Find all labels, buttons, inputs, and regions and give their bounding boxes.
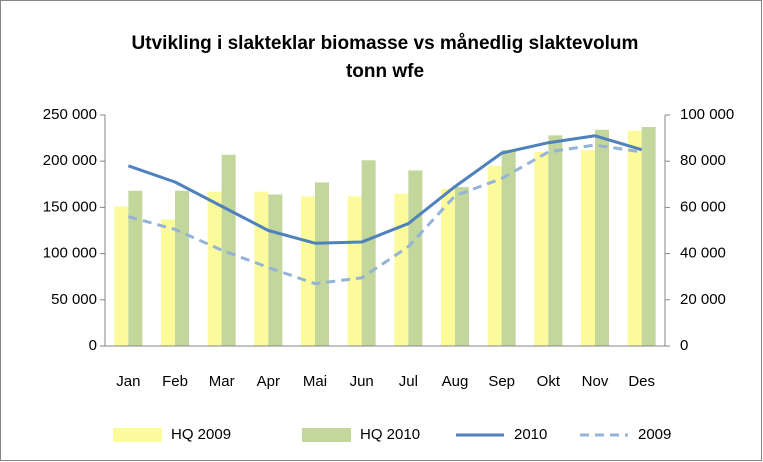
legend-label: HQ 2009 [171, 426, 231, 443]
line-series [127, 143, 642, 286]
bar [114, 206, 129, 346]
bar [455, 187, 469, 346]
y-tick-label: 50 000 [51, 291, 97, 308]
bar [534, 151, 549, 346]
x-tick-label: Nov [582, 373, 609, 390]
x-tick-label: Jun [350, 373, 374, 390]
line-series [127, 134, 643, 245]
y2-tick-label: 40 000 [680, 245, 726, 262]
bar [175, 190, 189, 346]
x-tick-label: Okt [537, 373, 561, 390]
legend-label: HQ 2010 [360, 426, 420, 443]
x-tick-label: Des [628, 373, 655, 390]
bar [207, 191, 222, 346]
bar [595, 129, 609, 346]
legend-label: 2009 [638, 426, 671, 443]
bar [161, 219, 175, 346]
x-tick-label: Sep [488, 373, 515, 390]
y2-tick-label: 60 000 [680, 198, 726, 215]
bar [128, 190, 143, 346]
bar [441, 188, 455, 346]
legend-label: 2010 [514, 426, 547, 443]
x-tick-label: Jul [399, 373, 418, 390]
legend-swatch [113, 428, 162, 442]
bar [408, 170, 423, 346]
y-tick-label: 200 000 [43, 152, 97, 169]
bar [347, 196, 362, 346]
y-tick-label: 100 000 [43, 245, 97, 262]
y-tick-label: 0 [89, 337, 97, 354]
chart-subtitle: tonn wfe [346, 61, 424, 82]
y2-tick-label: 100 000 [680, 106, 734, 123]
bar [627, 130, 642, 346]
bar [487, 165, 502, 346]
x-tick-label: Apr [257, 373, 280, 390]
y-tick-label: 250 000 [43, 106, 97, 123]
bar [548, 135, 563, 346]
bar [301, 196, 315, 346]
y2-tick-label: 80 000 [680, 152, 726, 169]
bar [221, 154, 236, 346]
legend-swatch [302, 428, 351, 442]
x-tick-label: Jan [116, 373, 140, 390]
x-tick-label: Mar [209, 373, 235, 390]
x-tick-label: Mai [303, 373, 327, 390]
bar [501, 150, 516, 346]
x-tick-label: Feb [162, 373, 188, 390]
bar [315, 182, 329, 346]
y2-tick-label: 0 [680, 337, 688, 354]
y-tick-label: 150 000 [43, 198, 97, 215]
bar [361, 160, 376, 346]
x-tick-label: Aug [442, 373, 469, 390]
bar [254, 191, 269, 346]
y2-tick-label: 20 000 [680, 291, 726, 308]
bar [394, 193, 409, 346]
bar [581, 150, 595, 346]
chart-title: Utvikling i slakteklar biomasse vs måned… [132, 33, 639, 54]
bar [641, 127, 656, 347]
